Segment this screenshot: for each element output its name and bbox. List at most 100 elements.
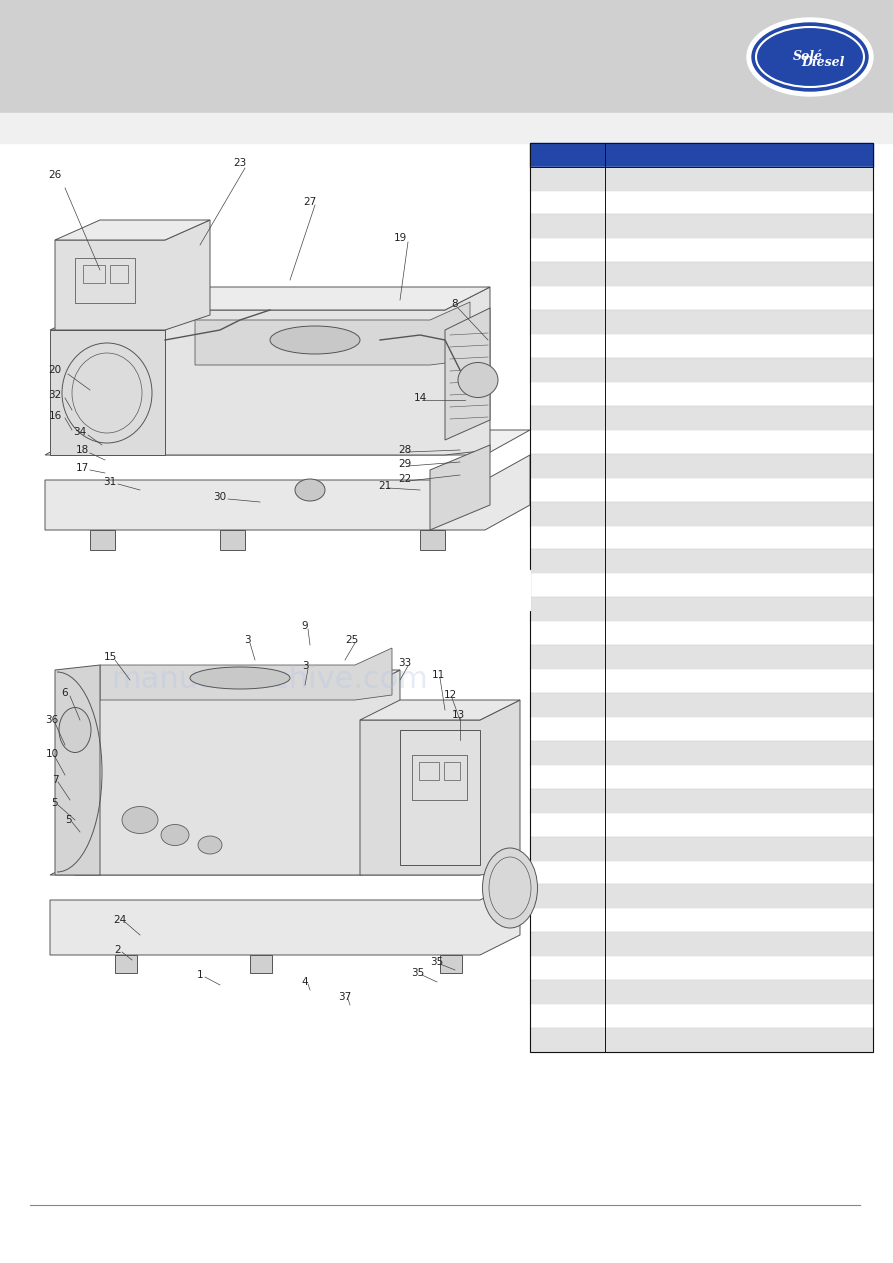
Bar <box>83 265 105 283</box>
Bar <box>530 1004 873 1028</box>
Text: Diesel: Diesel <box>801 57 845 69</box>
Ellipse shape <box>122 807 158 834</box>
Bar <box>0 0 893 112</box>
Ellipse shape <box>59 707 91 753</box>
Ellipse shape <box>198 836 222 854</box>
Polygon shape <box>400 730 480 865</box>
Bar <box>530 405 873 429</box>
Polygon shape <box>100 648 392 700</box>
Bar <box>75 258 135 303</box>
Bar <box>530 381 873 405</box>
Text: 28: 28 <box>398 445 412 455</box>
Bar <box>412 755 467 799</box>
Text: 25: 25 <box>346 635 359 645</box>
Text: 13: 13 <box>451 710 464 720</box>
Bar <box>250 955 272 973</box>
Bar <box>530 287 873 311</box>
Bar <box>530 335 873 357</box>
Ellipse shape <box>161 825 189 845</box>
Text: 19: 19 <box>394 232 406 242</box>
Bar <box>530 741 873 765</box>
Bar <box>530 357 873 381</box>
Bar <box>90 530 115 549</box>
Bar <box>419 762 439 781</box>
Bar <box>530 477 873 501</box>
Ellipse shape <box>270 326 360 354</box>
Bar <box>110 265 128 283</box>
Bar <box>530 1028 873 1052</box>
Bar <box>530 501 873 525</box>
Text: 14: 14 <box>413 393 427 403</box>
Polygon shape <box>165 287 490 309</box>
Bar <box>530 812 873 836</box>
Text: 30: 30 <box>213 493 227 501</box>
Bar <box>530 167 873 191</box>
Text: 27: 27 <box>304 197 317 207</box>
Polygon shape <box>50 309 210 330</box>
Bar <box>530 884 873 908</box>
Text: manualsarchive.com: manualsarchive.com <box>112 666 429 695</box>
Bar <box>0 112 893 143</box>
Polygon shape <box>360 700 520 720</box>
Bar <box>530 956 873 980</box>
Bar <box>530 549 873 573</box>
Polygon shape <box>360 700 520 875</box>
Bar <box>530 239 873 263</box>
Text: 2: 2 <box>114 945 121 955</box>
Bar <box>530 191 873 215</box>
Bar <box>530 717 873 741</box>
Bar <box>530 143 873 167</box>
Text: 36: 36 <box>46 715 59 725</box>
Bar <box>530 765 873 789</box>
Text: 23: 23 <box>233 158 246 168</box>
Bar <box>530 525 873 549</box>
Text: 35: 35 <box>412 967 425 978</box>
Text: 35: 35 <box>430 957 444 967</box>
Bar <box>0 570 530 610</box>
Text: 8: 8 <box>452 299 458 309</box>
Text: Solé: Solé <box>793 49 823 62</box>
Bar <box>220 530 245 549</box>
Bar <box>530 621 873 645</box>
Polygon shape <box>75 669 400 690</box>
Text: 11: 11 <box>431 669 445 679</box>
Polygon shape <box>55 220 210 330</box>
Polygon shape <box>430 445 490 530</box>
Text: 34: 34 <box>73 427 87 437</box>
Text: 32: 32 <box>48 390 62 400</box>
Text: 20: 20 <box>48 365 62 375</box>
Bar <box>530 597 873 621</box>
Text: 12: 12 <box>444 690 456 700</box>
Text: 33: 33 <box>398 658 412 668</box>
Polygon shape <box>50 855 520 875</box>
Bar <box>530 693 873 717</box>
Bar <box>530 860 873 884</box>
Bar <box>530 453 873 477</box>
Ellipse shape <box>752 23 868 91</box>
Bar <box>530 143 873 1052</box>
Bar <box>0 1205 893 1263</box>
Polygon shape <box>195 302 470 365</box>
Bar <box>530 980 873 1004</box>
Text: 37: 37 <box>338 991 352 1002</box>
Ellipse shape <box>190 667 290 690</box>
Text: 15: 15 <box>104 652 117 662</box>
Bar <box>530 789 873 812</box>
Polygon shape <box>55 666 100 875</box>
Text: 6: 6 <box>62 688 68 698</box>
Polygon shape <box>75 669 400 875</box>
Text: 10: 10 <box>46 749 59 759</box>
Polygon shape <box>165 287 490 455</box>
Bar <box>530 836 873 860</box>
Text: 22: 22 <box>398 474 412 484</box>
Text: 3: 3 <box>302 661 308 671</box>
Text: 17: 17 <box>75 464 88 474</box>
Bar <box>530 429 873 453</box>
Text: 21: 21 <box>379 481 392 491</box>
Ellipse shape <box>482 847 538 928</box>
Polygon shape <box>50 880 520 955</box>
Text: 18: 18 <box>75 445 88 455</box>
Text: 9: 9 <box>302 621 308 632</box>
Ellipse shape <box>458 362 498 398</box>
Polygon shape <box>445 308 490 440</box>
